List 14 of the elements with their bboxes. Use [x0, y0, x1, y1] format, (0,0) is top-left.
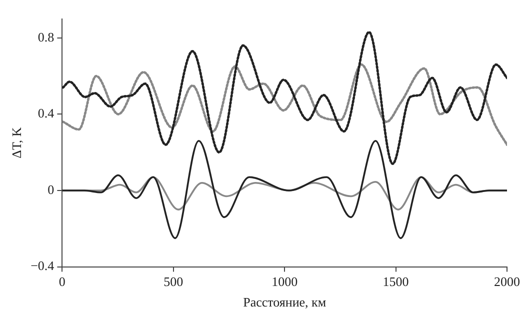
y-axis-title: ΔT, K: [9, 126, 24, 158]
x-tick-label: 1500: [382, 274, 409, 290]
line-series: [62, 63, 507, 146]
line-series: [62, 30, 507, 165]
y-tick-label: 0.4: [38, 106, 55, 121]
x-tick-label: 2000: [494, 274, 520, 290]
y-tick-label: −0.4: [30, 258, 55, 274]
x-tick-label: 500: [164, 274, 184, 290]
line-series: [62, 140, 507, 240]
x-axis-title: Расстояние, км: [243, 294, 326, 310]
y-tick-label: 0.8: [38, 29, 54, 44]
y-tick-label: 0: [48, 182, 54, 197]
x-tick-label: 0: [58, 274, 66, 290]
x-tick-label: 1000: [272, 274, 298, 290]
